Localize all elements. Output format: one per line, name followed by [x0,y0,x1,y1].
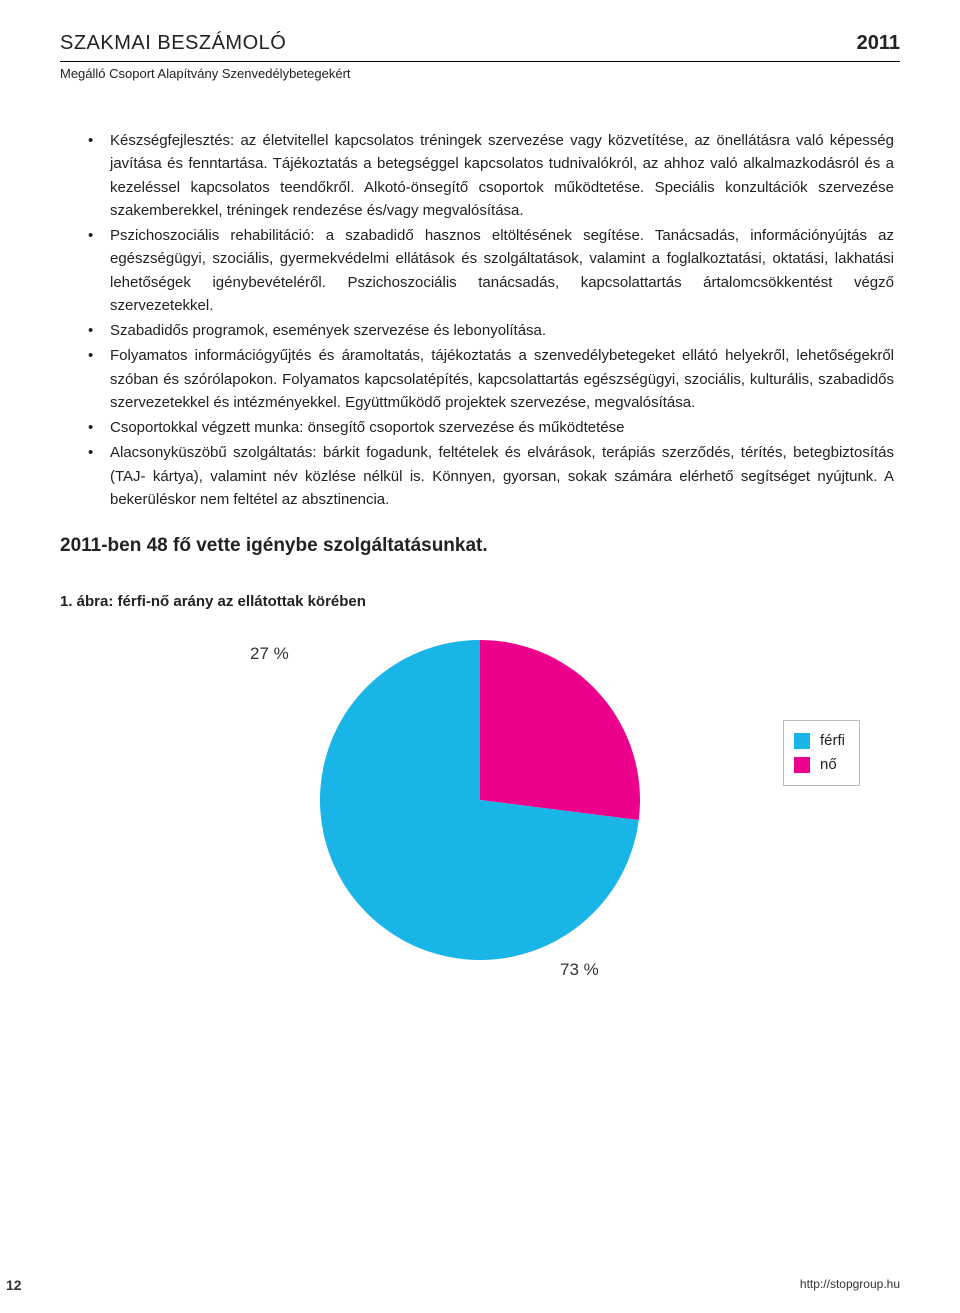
page-number: 12 [6,1277,22,1293]
page-footer: 12 http://stopgroup.hu [0,1277,960,1293]
legend-label-ferfi: férfi [820,729,845,753]
list-item: Szabadidős programok, események szervezé… [110,319,900,342]
header-subtitle: Megálló Csoport Alapítvány Szenvedélybet… [60,66,900,81]
header-rule [60,61,900,62]
list-item: Készségfejlesztés: az életvitellel kapcs… [110,129,900,222]
list-item: Alacsonyküszöbű szolgáltatás: bárkit fog… [110,441,900,511]
pie-percent-label-ferfi: 73 % [560,960,599,980]
list-item: Pszichoszociális rehabilitáció: a szabad… [110,224,900,317]
legend-item-no: nő [794,753,845,777]
legend-item-ferfi: férfi [794,729,845,753]
pie-svg [320,640,640,960]
footer-url: http://stopgroup.hu [800,1277,900,1293]
pie-percent-label-no: 27 % [250,644,289,664]
pie-chart: 27 % 73 % férfi nő [60,630,900,1030]
report-year: 2011 [857,32,900,55]
list-item: Csoportokkal végzett munka: önsegítő cso… [110,416,900,439]
chart-legend: férfi nő [783,720,860,786]
page-title: SZAKMAI BESZÁMOLÓ [60,32,286,55]
chart-title: 1. ábra: férfi-nő arány az ellátottak kö… [60,593,900,610]
legend-swatch-ferfi [794,733,810,749]
list-item: Folyamatos információgyűjtés és áramolta… [110,344,900,414]
section-title: 2011-ben 48 fő vette igénybe szolgáltatá… [60,535,900,557]
bullet-list: Készségfejlesztés: az életvitellel kapcs… [60,129,900,511]
legend-label-no: nő [820,753,837,777]
legend-swatch-no [794,757,810,773]
